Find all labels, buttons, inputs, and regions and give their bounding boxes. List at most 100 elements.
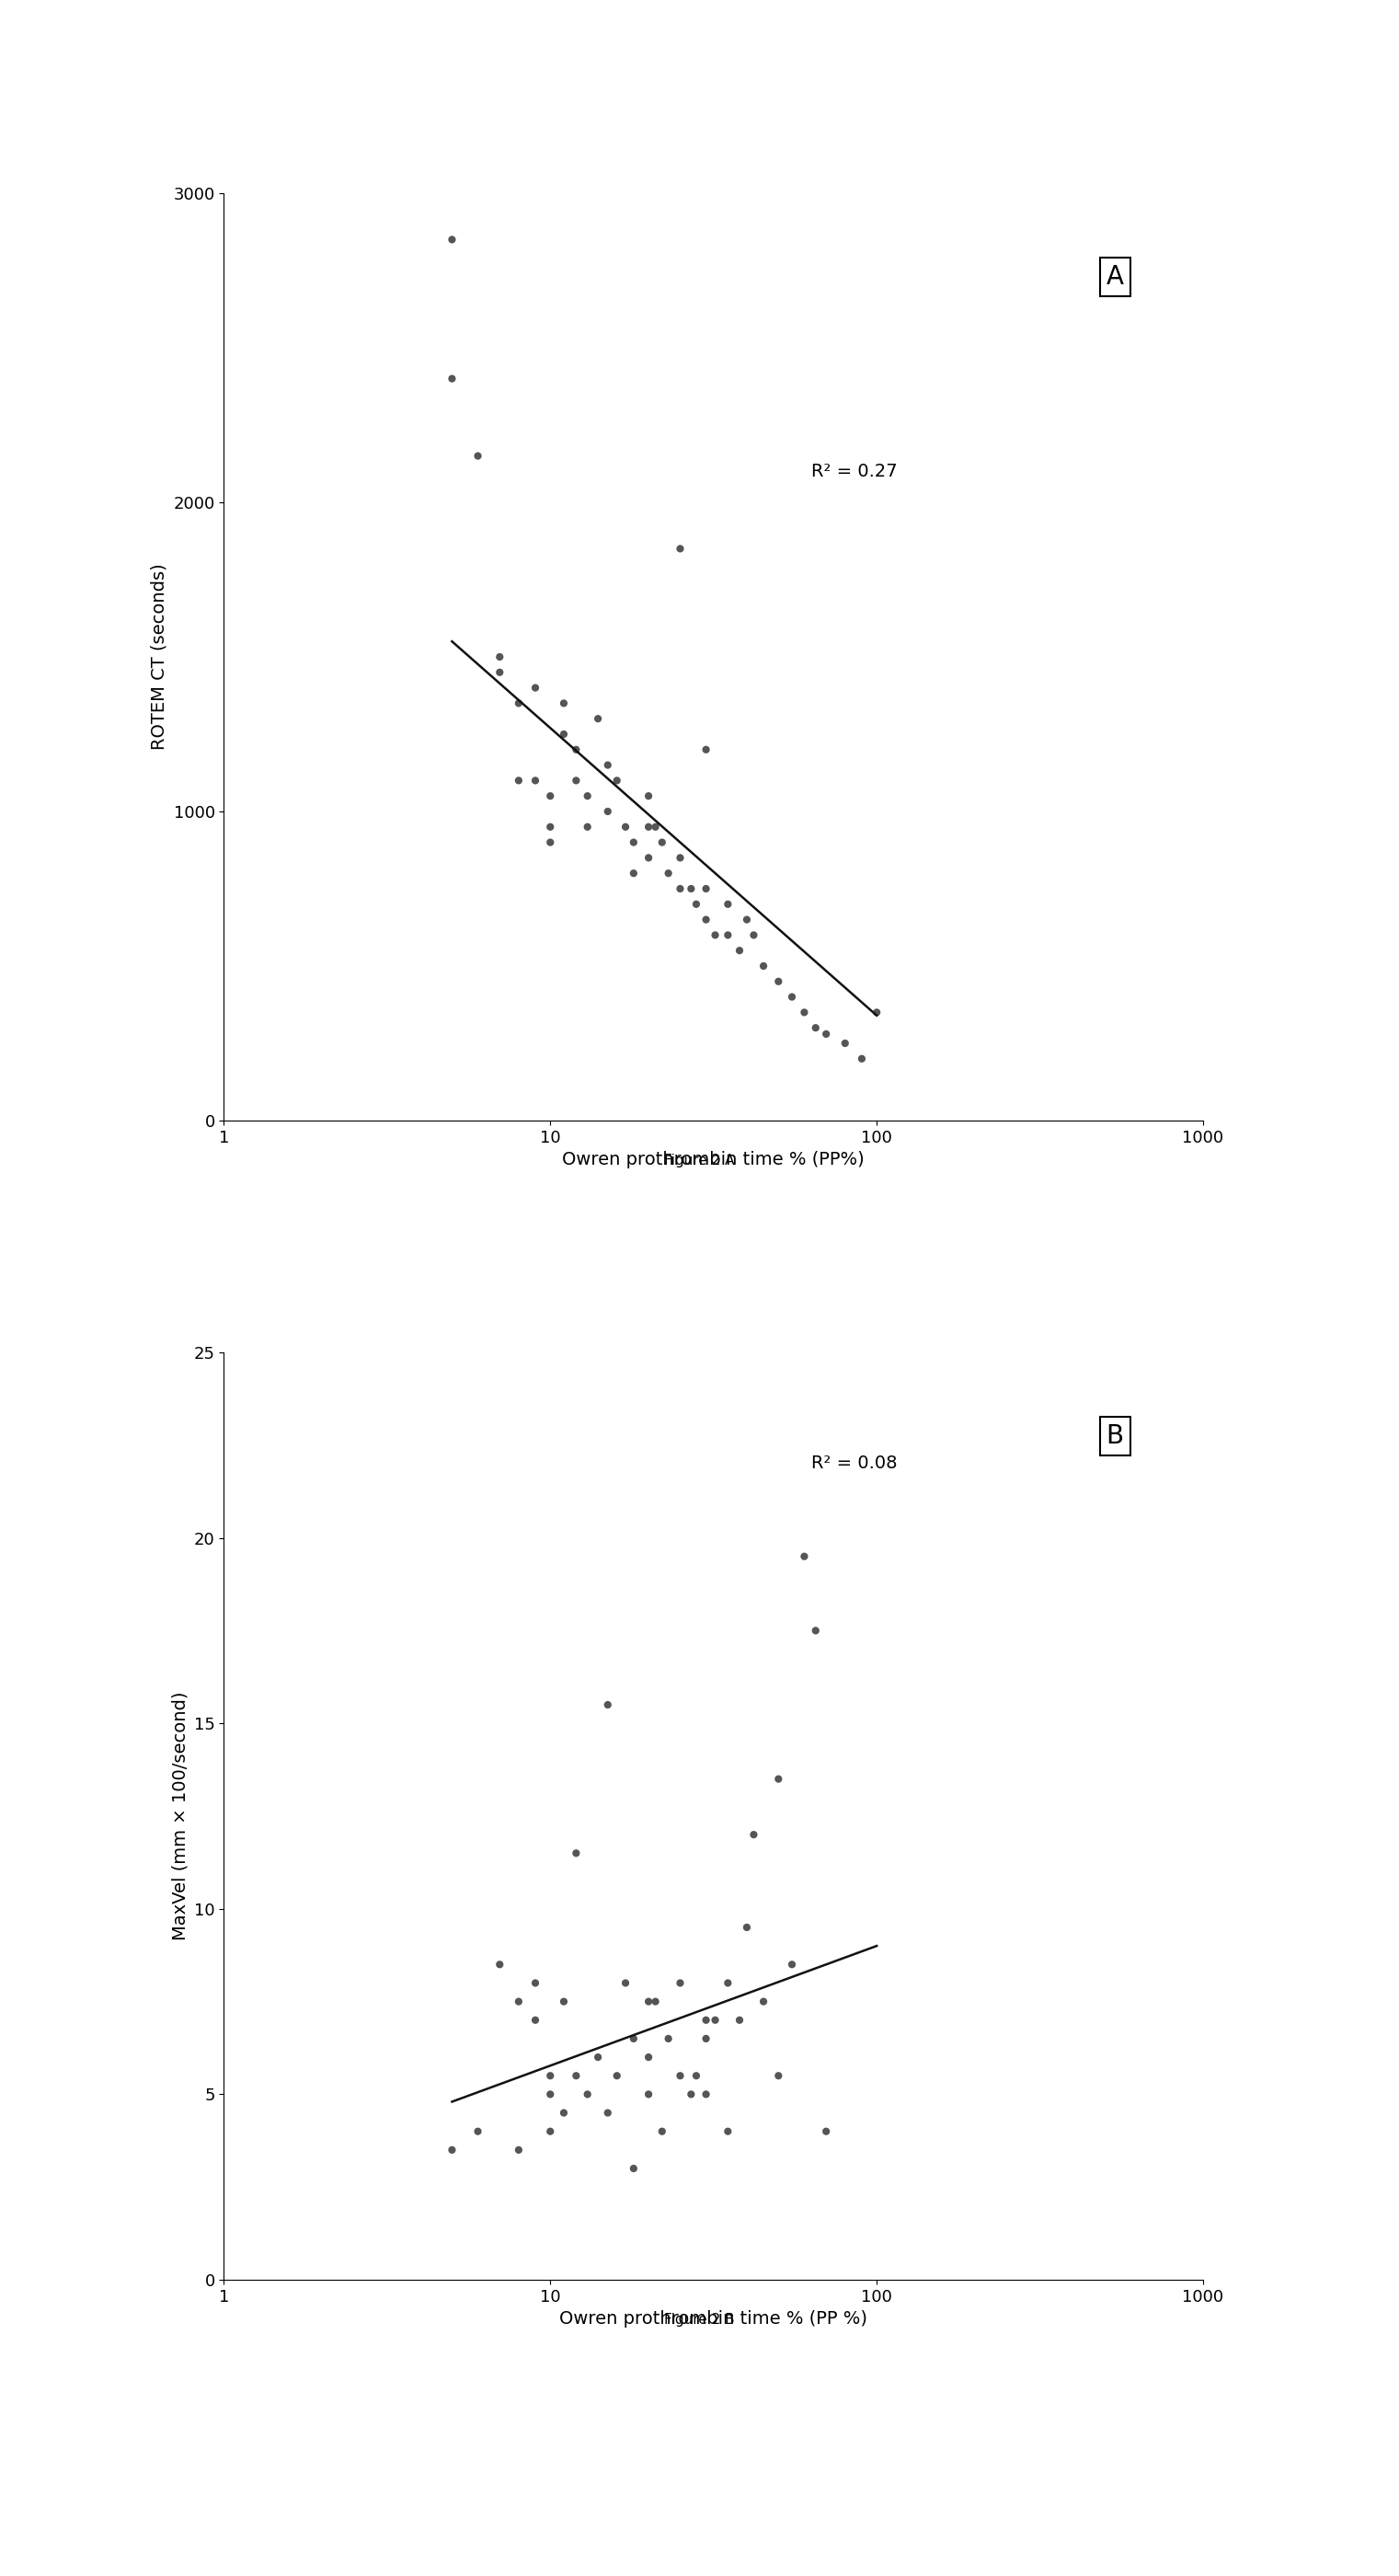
Point [539, 2074, 561, 2115]
Point [441, 2130, 463, 2172]
Point [793, 992, 816, 1033]
Point [680, 868, 702, 909]
Text: Figure 2 A: Figure 2 A [665, 1154, 734, 1167]
Point [488, 636, 511, 677]
Point [743, 914, 765, 956]
Point [508, 683, 530, 724]
Text: B: B [1107, 1422, 1123, 1448]
Point [467, 435, 490, 477]
Point [638, 837, 660, 878]
Point [767, 2056, 789, 2097]
Point [695, 2074, 718, 2115]
Point [539, 822, 561, 863]
Point [729, 930, 751, 971]
X-axis label: Owren prothrombin time % (PP%): Owren prothrombin time % (PP%) [562, 1151, 865, 1170]
Point [804, 1610, 827, 1651]
Point [614, 806, 637, 848]
Point [704, 1999, 726, 2040]
Point [834, 1023, 856, 1064]
Point [553, 2092, 575, 2133]
Point [695, 2017, 718, 2058]
Point [586, 698, 609, 739]
Point [508, 1981, 530, 2022]
Point [716, 884, 739, 925]
Point [596, 2092, 618, 2133]
Point [669, 837, 691, 878]
Point [804, 1007, 827, 1048]
Point [553, 714, 575, 755]
Text: A: A [1107, 263, 1123, 289]
Point [716, 914, 739, 956]
Point [539, 2110, 561, 2151]
Point [488, 652, 511, 693]
Y-axis label: MaxVel (mm × 100/second): MaxVel (mm × 100/second) [171, 1692, 189, 1940]
Point [508, 760, 530, 801]
Point [525, 667, 547, 708]
Point [658, 853, 680, 894]
Point [767, 1759, 789, 1801]
Point [669, 1963, 691, 2004]
Point [736, 899, 758, 940]
Point [638, 2074, 660, 2115]
Point [704, 914, 726, 956]
Point [576, 2074, 599, 2115]
Point [767, 961, 789, 1002]
Point [441, 358, 463, 399]
Point [743, 1814, 765, 1855]
Point [716, 1963, 739, 2004]
Point [508, 2130, 530, 2172]
Point [623, 2017, 645, 2058]
Point [753, 945, 775, 987]
Point [686, 884, 708, 925]
Point [467, 2110, 490, 2151]
Point [565, 2056, 588, 2097]
Point [539, 775, 561, 817]
Point [606, 2056, 628, 2097]
Point [638, 2038, 660, 2079]
Point [596, 744, 618, 786]
Point [623, 822, 645, 863]
Point [525, 1963, 547, 2004]
Point [669, 528, 691, 569]
Point [753, 1981, 775, 2022]
Point [651, 2110, 673, 2151]
Point [793, 1535, 816, 1577]
Point [645, 806, 667, 848]
Point [596, 791, 618, 832]
Point [565, 760, 588, 801]
Point [695, 868, 718, 909]
Text: R² = 0.08: R² = 0.08 [811, 1455, 897, 1473]
Point [695, 1999, 718, 2040]
Point [645, 1981, 667, 2022]
Point [539, 2056, 561, 2097]
Point [669, 868, 691, 909]
Point [658, 2017, 680, 2058]
Point [781, 976, 803, 1018]
Point [680, 2074, 702, 2115]
Point [716, 2110, 739, 2151]
Point [576, 806, 599, 848]
Point [669, 2056, 691, 2097]
Point [525, 1999, 547, 2040]
Point [866, 992, 888, 1033]
Y-axis label: ROTEM CT (seconds): ROTEM CT (seconds) [151, 564, 168, 750]
Point [816, 1012, 838, 1054]
Point [614, 1963, 637, 2004]
Point [539, 806, 561, 848]
Point [638, 775, 660, 817]
Point [606, 760, 628, 801]
Point [638, 1981, 660, 2022]
Point [553, 1981, 575, 2022]
Point [565, 1832, 588, 1873]
Point [851, 1038, 873, 1079]
Point [441, 219, 463, 260]
Point [695, 729, 718, 770]
Point [488, 1945, 511, 1986]
Point [686, 2056, 708, 2097]
Point [565, 729, 588, 770]
Point [623, 2148, 645, 2190]
Point [596, 1685, 618, 1726]
Text: Figure 2 B: Figure 2 B [665, 2313, 734, 2326]
Point [553, 683, 575, 724]
Point [816, 2110, 838, 2151]
